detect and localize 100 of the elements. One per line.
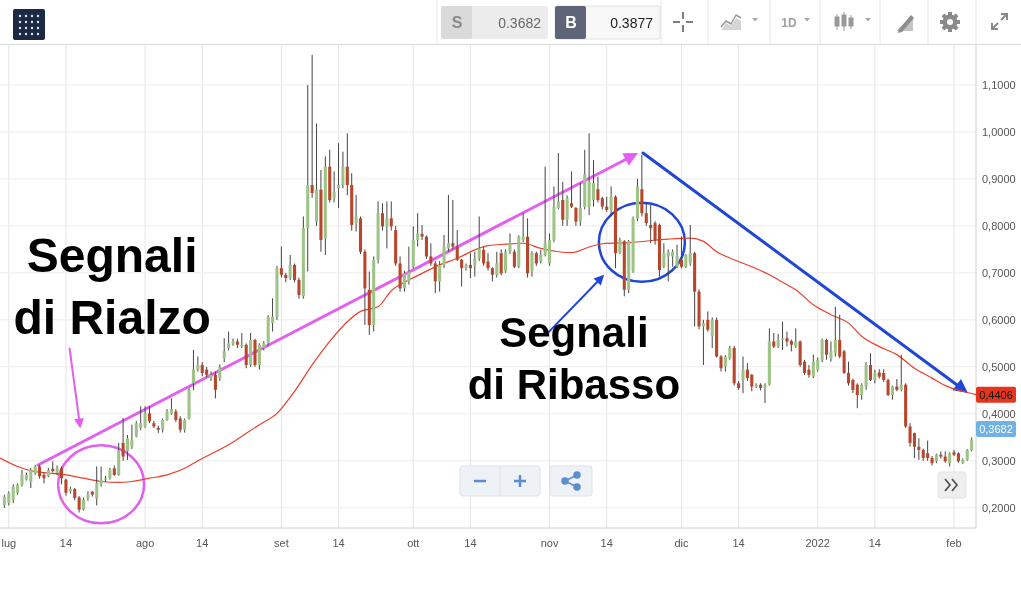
candlestick xyxy=(842,349,846,375)
candlestick xyxy=(227,331,231,351)
candlestick xyxy=(495,251,499,279)
candlestick xyxy=(556,152,560,210)
candlestick xyxy=(829,340,833,363)
candlestick xyxy=(864,361,868,391)
candlestick xyxy=(512,248,516,269)
candlestick xyxy=(416,212,420,248)
candlestick xyxy=(257,342,261,371)
x-tick-label: 14 xyxy=(59,537,73,549)
candlestick xyxy=(833,306,837,358)
candlestick xyxy=(345,132,349,196)
x-tick-label: 14 xyxy=(464,537,477,549)
candlestick xyxy=(477,215,481,262)
candlestick xyxy=(460,258,464,287)
candlestick xyxy=(675,244,679,269)
candlestick xyxy=(424,234,428,260)
candlestick xyxy=(244,342,248,369)
x-tick-label: nov xyxy=(540,537,559,549)
candlestick xyxy=(701,319,705,366)
y-tick-label: 0,3000 xyxy=(982,454,1016,467)
candlestick xyxy=(785,331,789,348)
candlestick xyxy=(297,277,301,300)
candlestick xyxy=(855,382,859,409)
candlestick xyxy=(389,200,393,232)
candlestick xyxy=(530,250,534,278)
x-tick-label: 14 xyxy=(732,537,745,549)
x-tick-label: ott xyxy=(407,537,420,549)
candlestick xyxy=(130,424,134,450)
candlestick xyxy=(442,234,446,269)
candlestick xyxy=(820,338,824,363)
candlestick xyxy=(521,212,525,243)
candlestick xyxy=(706,310,710,333)
candlestick xyxy=(420,224,424,241)
candlestick xyxy=(763,382,767,404)
candlestick xyxy=(464,262,468,272)
candlestick xyxy=(574,206,578,227)
y-tick-label: 0,8000 xyxy=(982,219,1016,232)
candlestick xyxy=(930,455,934,467)
y-tick-label: 0,9000 xyxy=(982,172,1016,185)
y-tick-label: 1,1000 xyxy=(982,78,1016,91)
candlestick xyxy=(121,417,125,462)
annotation: Segnali di Rialzo xyxy=(13,229,211,345)
y-tick-label: 0,4000 xyxy=(982,407,1016,420)
candlestick xyxy=(499,248,503,276)
candlestick xyxy=(455,229,459,262)
x-tick-label: feb xyxy=(946,537,962,549)
candlestick xyxy=(649,204,653,244)
candlestick xyxy=(548,232,552,267)
candlestick xyxy=(794,327,798,349)
candlestick xyxy=(741,356,745,394)
candlestick xyxy=(710,317,714,349)
candlestick xyxy=(279,246,283,279)
x-tick-label: 14 xyxy=(600,537,613,549)
candlestick xyxy=(95,465,99,506)
x-tick-label: dic xyxy=(674,537,689,549)
candlestick xyxy=(578,182,582,227)
candlestick xyxy=(868,352,873,382)
candlestick xyxy=(402,270,407,293)
candlestick xyxy=(336,142,341,209)
y-tick-label: 0,6000 xyxy=(982,313,1016,326)
x-tick-label: set xyxy=(274,537,289,549)
candlestick xyxy=(895,378,899,392)
y-tick-label: 1,0000 xyxy=(982,125,1016,138)
candlestick xyxy=(908,422,912,448)
candlestick xyxy=(451,199,455,250)
candlestick xyxy=(429,242,433,267)
candlestick xyxy=(143,405,147,429)
candlestick xyxy=(811,354,815,379)
text: S xyxy=(451,14,463,31)
candlestick xyxy=(407,246,411,286)
candlestick xyxy=(341,151,345,189)
candlestick xyxy=(688,224,692,267)
candlestick xyxy=(609,185,613,217)
x-tick-label: 2022 xyxy=(805,537,830,549)
x-tick-label: 14 xyxy=(868,537,882,549)
text: 1D xyxy=(781,15,797,30)
candlestick xyxy=(824,338,829,361)
x-tick-label: ago xyxy=(135,537,155,549)
text: B xyxy=(565,14,577,31)
candlestick xyxy=(209,371,213,382)
candlestick xyxy=(926,440,930,462)
candlestick xyxy=(288,254,292,281)
candlestick xyxy=(332,170,336,203)
x-tick-label: 14 xyxy=(196,537,209,549)
candlestick xyxy=(11,483,15,504)
candlestick xyxy=(86,490,90,502)
y-tick-label: 0,7000 xyxy=(982,266,1016,279)
candlestick xyxy=(125,434,130,461)
candlestick xyxy=(679,236,683,269)
x-tick-label: lug xyxy=(1,537,17,549)
candlestick xyxy=(293,262,297,283)
candlestick xyxy=(807,364,811,379)
text: 0.3682 xyxy=(498,14,542,31)
candlestick xyxy=(191,349,195,391)
candlestick xyxy=(781,321,785,351)
candlestick xyxy=(846,361,851,387)
candlestick xyxy=(838,314,842,359)
candlestick xyxy=(561,181,565,227)
candlestick xyxy=(899,354,903,392)
